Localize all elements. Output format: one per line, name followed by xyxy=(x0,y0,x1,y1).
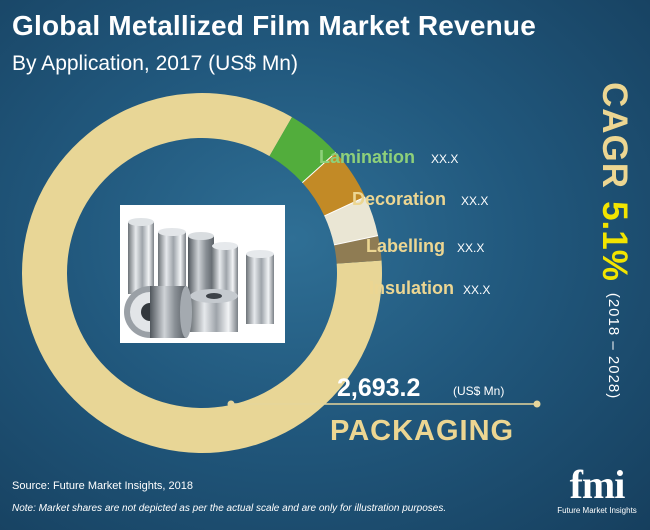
packaging-label: PACKAGING xyxy=(330,415,514,447)
slice-separator xyxy=(333,235,379,246)
slice-value-insulation: XX.X xyxy=(463,283,490,297)
metallized-film-rolls-image xyxy=(120,205,285,343)
slice-label-lamination: Lamination xyxy=(319,147,415,167)
slice-label-decoration: Decoration xyxy=(352,189,446,209)
packaging-leader-dot-left xyxy=(227,400,235,408)
slice-labels: Lamination XX.X Decoration XX.X Labellin… xyxy=(319,147,490,298)
cagr-block: CAGR 5.1% (2018 – 2028) xyxy=(590,82,634,452)
source-text: Source: Future Market Insights, 2018 xyxy=(12,480,193,492)
donut-slice-decoration xyxy=(302,152,366,216)
slice-separator xyxy=(301,152,337,184)
fmi-logo-text: fmi xyxy=(569,462,626,507)
slice-value-lamination: XX.X xyxy=(431,152,458,166)
donut-slice-labelling xyxy=(324,196,379,245)
fmi-logo: fmi Future Market Insights xyxy=(551,462,643,516)
slice-separator xyxy=(324,196,366,217)
chart-title: Global Metallized Film Market Revenue xyxy=(12,10,536,41)
packaging-callout: 2,693.2 (US$ Mn) PACKAGING xyxy=(227,374,541,447)
donut-slices xyxy=(21,92,383,453)
slice-label-insulation: Insulation xyxy=(369,278,454,298)
chart-subtitle: By Application, 2017 (US$ Mn) xyxy=(12,52,298,75)
packaging-value: 2,693.2 xyxy=(337,374,420,402)
cagr-label: CAGR xyxy=(595,82,634,190)
cagr-period: (2018 – 2028) xyxy=(605,292,623,400)
fmi-logo-subtitle: Future Market Insights xyxy=(557,506,637,515)
cagr-value: 5.1% xyxy=(595,201,634,281)
slice-value-decoration: XX.X xyxy=(461,194,488,208)
note-text: Note: Market shares are not depicted as … xyxy=(12,503,447,514)
slice-label-labelling: Labelling xyxy=(366,236,445,256)
packaging-leader-dot-right xyxy=(533,400,541,408)
slice-value-labelling: XX.X xyxy=(457,241,484,255)
donut-slice-lamination xyxy=(269,117,336,183)
packaging-unit: (US$ Mn) xyxy=(453,384,504,398)
